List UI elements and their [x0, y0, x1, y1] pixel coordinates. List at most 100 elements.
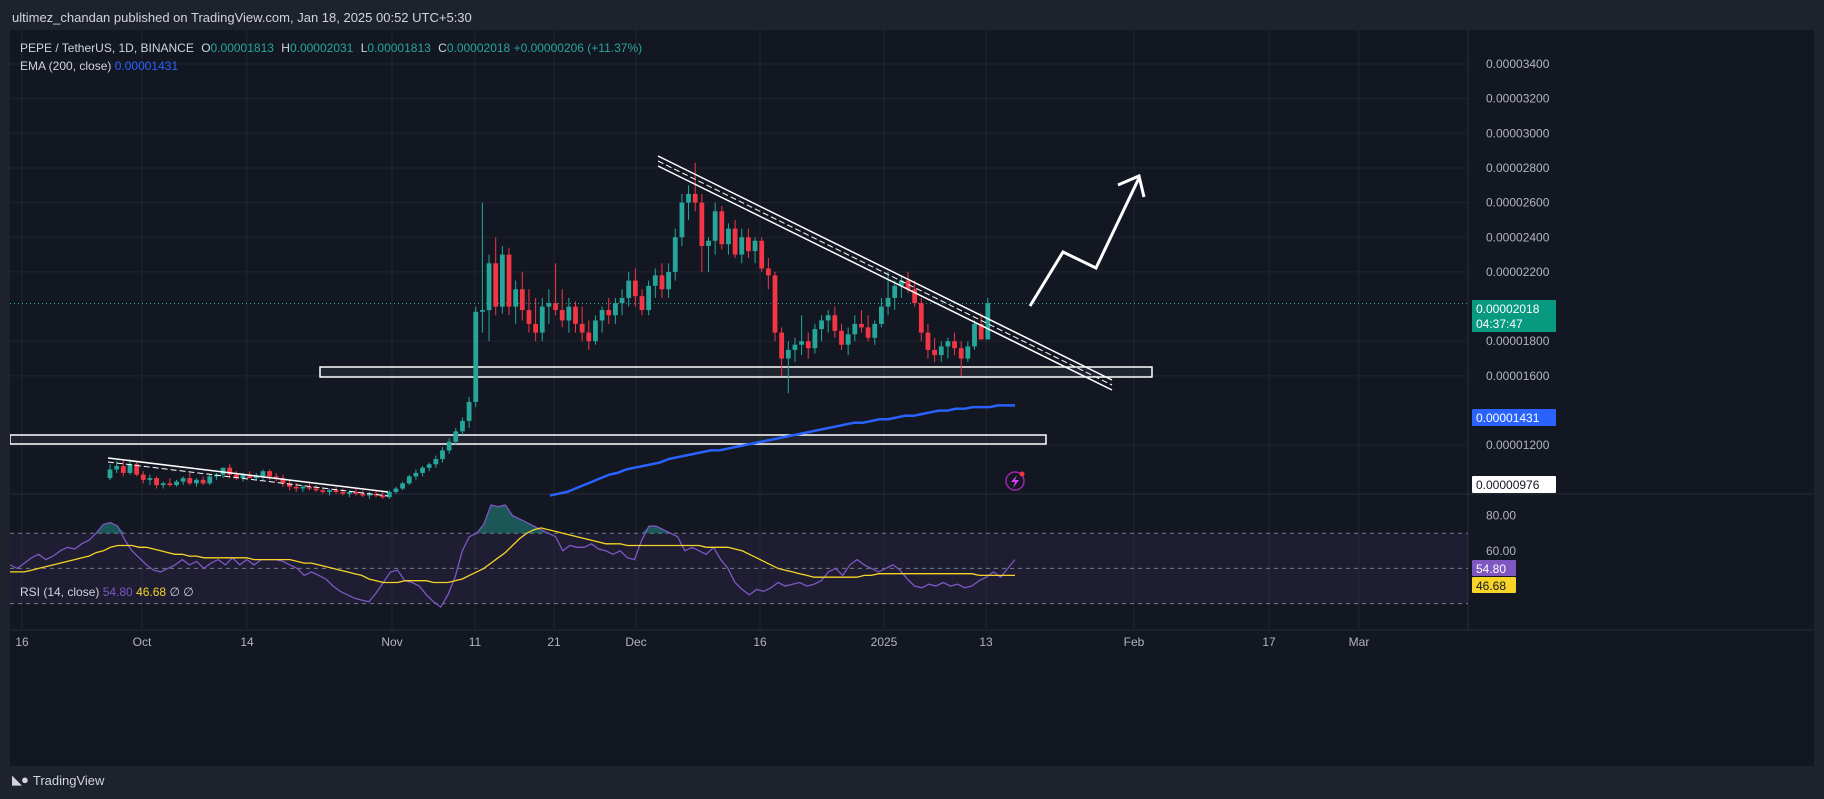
candle [127, 459, 133, 475]
ema-row: EMA (200, close) 0.00001431 [20, 57, 642, 75]
candle-body [632, 280, 638, 297]
last-price-badge-text: 04:37:47 [1476, 317, 1523, 331]
candle [566, 297, 572, 333]
candle-body [746, 237, 751, 252]
candle [779, 327, 785, 376]
candle-body [247, 474, 253, 479]
price-tick-label: 0.00002200 [1486, 265, 1550, 279]
candle-body [732, 228, 738, 255]
rsi-ma-badge-text: 46.68 [1476, 579, 1506, 593]
candle [599, 306, 605, 333]
candle-body [925, 332, 931, 350]
candle-body [120, 466, 126, 473]
candle [912, 280, 918, 307]
candle [273, 472, 279, 482]
price-tick-label: 0.00003000 [1486, 126, 1550, 140]
candle-body [553, 303, 558, 311]
candle-body [872, 323, 878, 338]
candle [792, 337, 798, 363]
candle [227, 464, 233, 479]
candle-body [626, 280, 632, 298]
candle [499, 245, 505, 314]
candle-body [819, 320, 824, 330]
candle [327, 488, 332, 496]
rsi-value-badge-text: 54.80 [1476, 562, 1506, 576]
symbol-label[interactable]: PEPE / TetherUS, 1D, BINANCE [20, 41, 194, 55]
rsi-extra-2: ∅ [183, 585, 194, 599]
candle [200, 476, 206, 486]
candle-body [566, 306, 572, 321]
candle-body [420, 467, 425, 473]
candle-body [539, 306, 545, 333]
candle [546, 289, 552, 324]
candle [606, 297, 612, 324]
candle [765, 258, 771, 290]
time-tick-label: 13 [979, 635, 993, 649]
trendline-early-top [107, 457, 389, 493]
candle [353, 488, 359, 496]
price-tick-label: 0.00002800 [1486, 161, 1550, 175]
chart-canvas[interactable]: 0.00003400 0.00003200 0.00003000 0.00002800… [10, 30, 1814, 766]
candle-body [194, 479, 199, 484]
rsi-ma-value: 46.68 [136, 585, 167, 599]
candle [333, 486, 339, 494]
rsi-label[interactable]: RSI (14, close) [20, 585, 100, 599]
candle-body [859, 323, 864, 328]
candle [180, 476, 186, 486]
candle [406, 474, 412, 486]
projection-arrow-head [1117, 173, 1146, 198]
low-value: 0.00001813 [367, 41, 431, 55]
ema-label[interactable]: EMA (200, close) [20, 59, 112, 73]
open-value: 0.00001813 [210, 41, 274, 55]
footer: ◣● TradingView [12, 770, 104, 790]
candle [952, 332, 957, 356]
candle [480, 202, 485, 333]
footer-brand[interactable]: TradingView [32, 772, 105, 788]
candle-body [619, 297, 625, 304]
candle [120, 459, 126, 477]
ema-price-badge: 0.00001431 [1472, 409, 1556, 426]
candle-body [114, 466, 120, 470]
candle [473, 306, 479, 408]
candle [553, 263, 558, 316]
candle-body [167, 483, 173, 486]
candle [772, 271, 778, 342]
candle-body [187, 478, 193, 484]
candle [280, 474, 286, 487]
candle [852, 315, 858, 342]
candle [440, 446, 445, 463]
candle-body [134, 464, 139, 475]
candle [573, 301, 578, 333]
candle [300, 485, 306, 492]
tradingview-logo-icon[interactable]: ◣● [12, 772, 29, 787]
candle-body [579, 323, 585, 333]
candle-body [699, 202, 705, 246]
candle-body [765, 268, 771, 276]
candle-body [679, 202, 685, 238]
ema-line [549, 404, 1015, 497]
candle [932, 337, 937, 363]
chart-area[interactable]: 0.00003400 0.00003200 0.00003000 0.00002800… [10, 30, 1814, 766]
candle [207, 474, 213, 486]
candle [140, 471, 146, 484]
chart-legend: PEPE / TetherUS, 1D, BINANCE O0.00001813… [20, 39, 642, 75]
candle-body [692, 193, 698, 203]
candle [972, 320, 977, 350]
candle [746, 228, 751, 259]
candle-body [233, 474, 239, 479]
projection-arrow [1028, 177, 1141, 307]
candle [559, 289, 565, 328]
time-tick-label: 11 [469, 635, 482, 649]
candle [845, 327, 851, 356]
candle [160, 481, 166, 489]
candle [513, 280, 519, 324]
candle [938, 341, 944, 363]
candle-body [739, 237, 745, 255]
candle [805, 332, 811, 359]
candle-body [174, 481, 179, 486]
candle [965, 341, 971, 363]
candle-body [573, 306, 578, 324]
time-tick-label: 2025 [871, 635, 898, 649]
candle [839, 323, 844, 350]
